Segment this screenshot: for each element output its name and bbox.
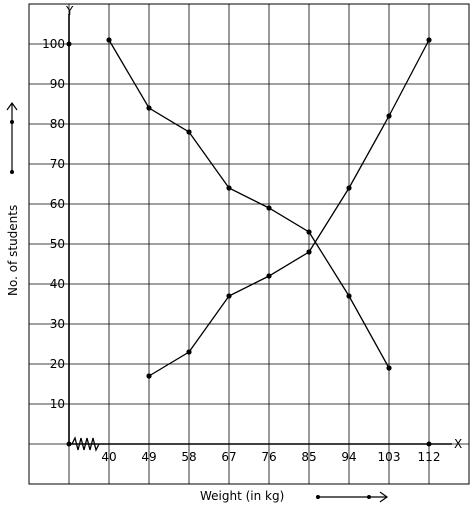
x-tick-label: 76 bbox=[261, 450, 276, 464]
y-axis-end-dot bbox=[66, 41, 72, 47]
x-tick-label: 49 bbox=[141, 450, 156, 464]
series bbox=[106, 37, 432, 379]
series-1-point bbox=[266, 205, 272, 211]
x-axis-label: Weight (in kg) bbox=[200, 489, 284, 503]
series-1-point bbox=[226, 185, 232, 191]
series-2-point bbox=[186, 349, 192, 355]
origin-dot bbox=[66, 441, 72, 447]
series-1-point bbox=[146, 105, 152, 111]
x-tick-label: 58 bbox=[181, 450, 196, 464]
series-2-point bbox=[146, 373, 152, 379]
x-tick-label: 85 bbox=[301, 450, 316, 464]
y-axis-arrow bbox=[6, 101, 18, 174]
series-2-point bbox=[346, 185, 352, 191]
series-line-2 bbox=[148, 39, 430, 377]
series-1-point bbox=[386, 365, 392, 371]
x-tick-label: 67 bbox=[221, 450, 236, 464]
x-tick-label: 94 bbox=[341, 450, 356, 464]
grid bbox=[28, 3, 470, 485]
x-tick-label: 40 bbox=[101, 450, 116, 464]
x-tick-label: 112 bbox=[418, 450, 441, 464]
axes bbox=[66, 14, 452, 452]
y-tick-label: 10 bbox=[50, 397, 65, 411]
series-1-point bbox=[186, 129, 192, 135]
y-tick-label: 70 bbox=[50, 157, 65, 171]
y-tick-label: 30 bbox=[50, 317, 65, 331]
x-axis-letter: X bbox=[454, 437, 462, 451]
series-1-point bbox=[306, 229, 312, 235]
series-line-1 bbox=[108, 39, 390, 369]
x-tick-label: 103 bbox=[378, 450, 401, 464]
series-2-point bbox=[386, 113, 392, 119]
y-tick-label: 50 bbox=[50, 237, 65, 251]
y-tick-label: 100 bbox=[42, 37, 65, 51]
x-axis-end-dot bbox=[426, 441, 432, 447]
y-tick-label: 60 bbox=[50, 197, 65, 211]
series-2-point bbox=[306, 249, 312, 255]
series-1-point bbox=[106, 37, 112, 43]
series-1-point bbox=[346, 293, 352, 299]
series-2-point bbox=[266, 273, 272, 279]
y-tick-label: 80 bbox=[50, 117, 65, 131]
y-tick-label: 40 bbox=[50, 277, 65, 291]
y-tick-label: 90 bbox=[50, 77, 65, 91]
series-2-point bbox=[426, 37, 432, 43]
y-axis-label: No. of students bbox=[6, 205, 20, 296]
axis-break-zigzag bbox=[71, 436, 100, 452]
y-axis-letter: Y bbox=[65, 4, 74, 18]
x-axis-arrow bbox=[316, 491, 389, 503]
y-tick-label: 20 bbox=[50, 357, 65, 371]
series-2-point bbox=[226, 293, 232, 299]
tick-labels: 40 49 58 67 76 85 94 103 112 10 20 30 40 50 60 70 80 90 10… bbox=[42, 37, 440, 464]
